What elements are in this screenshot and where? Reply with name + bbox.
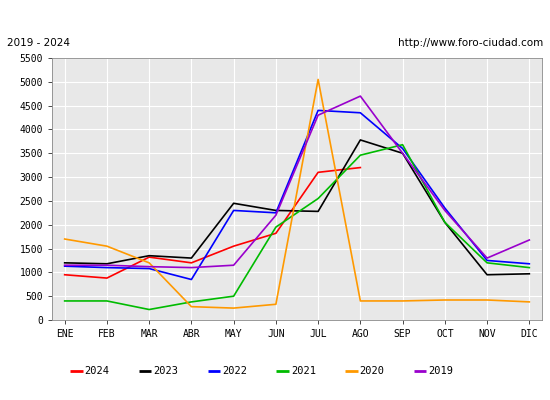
Text: 2019 - 2024: 2019 - 2024	[7, 38, 70, 48]
Text: 2023: 2023	[153, 366, 178, 376]
Text: 2020: 2020	[360, 366, 384, 376]
Text: 2019: 2019	[428, 366, 453, 376]
Text: 2024: 2024	[85, 366, 109, 376]
Text: http://www.foro-ciudad.com: http://www.foro-ciudad.com	[398, 38, 543, 48]
Text: 2021: 2021	[291, 366, 316, 376]
Text: 2022: 2022	[222, 366, 247, 376]
Text: Evolucion Nº Turistas Nacionales en el municipio de Navalperal de Pinares: Evolucion Nº Turistas Nacionales en el m…	[14, 10, 536, 22]
